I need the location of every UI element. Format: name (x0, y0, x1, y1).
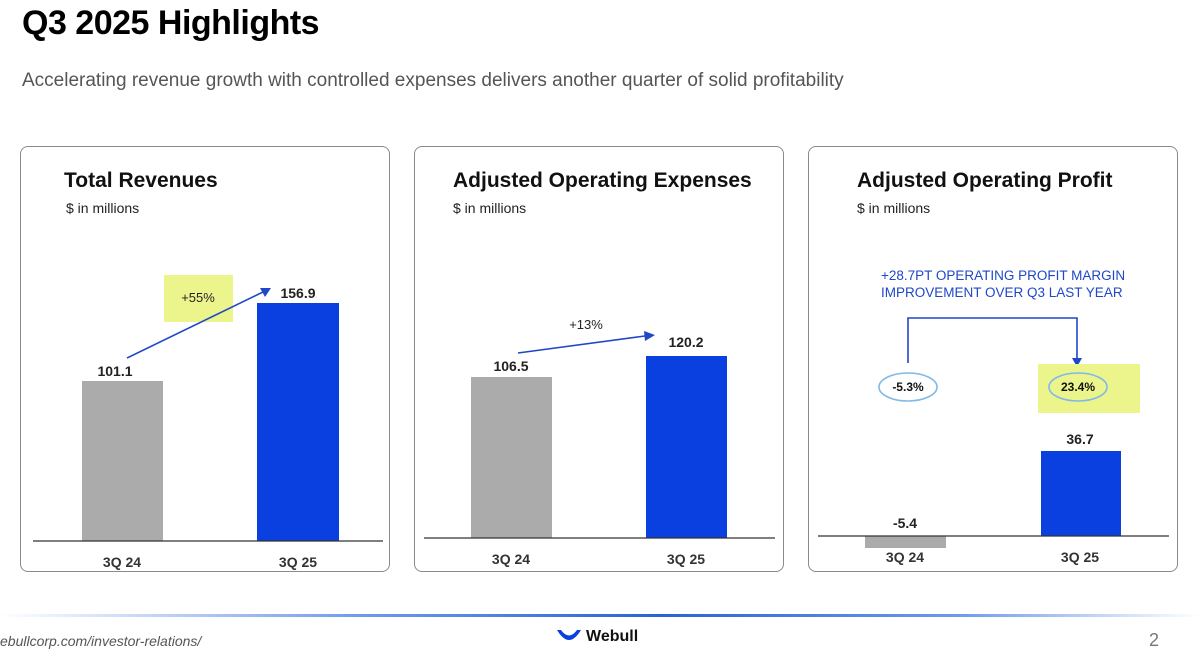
profit-bar-3q25 (1041, 451, 1121, 536)
webull-logo-icon (557, 630, 581, 640)
expenses-growth-label: +13% (569, 317, 603, 332)
profit-bracket-arrow (907, 317, 1078, 363)
revenues-unit: $ in millions (66, 200, 140, 216)
profit-unit: $ in millions (857, 200, 931, 216)
page-title: Q3 2025 Highlights (22, 4, 320, 42)
footer-logo: Webull (556, 628, 638, 646)
profit-margin-bubble-3q25 (1048, 372, 1108, 402)
revenues-arrowhead-icon (260, 288, 271, 297)
profit-margin-3q25: 23.4% (1061, 380, 1095, 394)
expenses-bar-3q24 (471, 377, 552, 538)
expenses-value-3q24: 106.5 (493, 358, 528, 374)
revenues-chart: +55% 101.1 156.9 3Q 24 3Q 25 (33, 275, 383, 570)
expenses-bar-3q25 (646, 356, 727, 538)
expenses-title: Adjusted Operating Expenses (453, 169, 752, 192)
expenses-tick-3q25: 3Q 25 (667, 551, 705, 567)
expenses-arrowhead-icon (644, 331, 655, 341)
profit-margin-highlight (1038, 364, 1140, 413)
profit-value-3q25: 36.7 (1066, 431, 1093, 447)
revenues-value-3q24: 101.1 (97, 363, 132, 379)
revenues-title: Total Revenues (64, 169, 218, 192)
expenses-chart: +13% 106.5 120.2 3Q 24 3Q 25 (424, 317, 775, 567)
revenues-bar-3q24 (82, 381, 163, 541)
revenues-tick-3q25: 3Q 25 (279, 554, 317, 570)
page-number: 2 (1149, 630, 1160, 650)
profit-chart: -5.3% 23.4% -5.4 36.7 3Q 24 3Q 25 (818, 317, 1169, 565)
revenues-tick-3q24: 3Q 24 (103, 554, 141, 570)
profit-value-3q24: -5.4 (893, 515, 917, 531)
page-subtitle: Accelerating revenue growth with control… (22, 70, 844, 91)
profit-margin-3q24: -5.3% (892, 380, 924, 394)
revenues-bar-3q25 (257, 303, 339, 541)
profit-panel: Adjusted Operating Profit $ in millions … (808, 146, 1178, 572)
expenses-value-3q25: 120.2 (668, 334, 703, 350)
footer-divider (0, 614, 1200, 617)
profit-bar-3q24 (865, 536, 946, 548)
revenues-growth-arrow (126, 291, 264, 359)
revenues-growth-label: +55% (181, 290, 215, 305)
profit-tick-3q24: 3Q 24 (886, 549, 924, 565)
expenses-growth-arrow (517, 335, 646, 354)
revenues-growth-highlight (164, 275, 233, 322)
revenues-value-3q25: 156.9 (280, 285, 315, 301)
footer-url-link[interactable]: ebullcorp.com/investor-relations/ (0, 633, 202, 649)
profit-margin-bubble-3q24 (878, 372, 938, 402)
profit-arrowhead-icon (1072, 358, 1082, 367)
expenses-panel: Adjusted Operating Expenses $ in million… (414, 146, 784, 572)
revenues-panel: Total Revenues $ in millions +55% 101.1 … (20, 146, 390, 572)
profit-tick-3q25: 3Q 25 (1061, 549, 1099, 565)
profit-title: Adjusted Operating Profit (857, 169, 1113, 192)
expenses-unit: $ in millions (453, 200, 527, 216)
logo-text: Webull (586, 628, 639, 645)
expenses-tick-3q24: 3Q 24 (492, 551, 530, 567)
profit-margin-note: +28.7PT OPERATING PROFIT MARGIN IMPROVEM… (881, 268, 1126, 300)
